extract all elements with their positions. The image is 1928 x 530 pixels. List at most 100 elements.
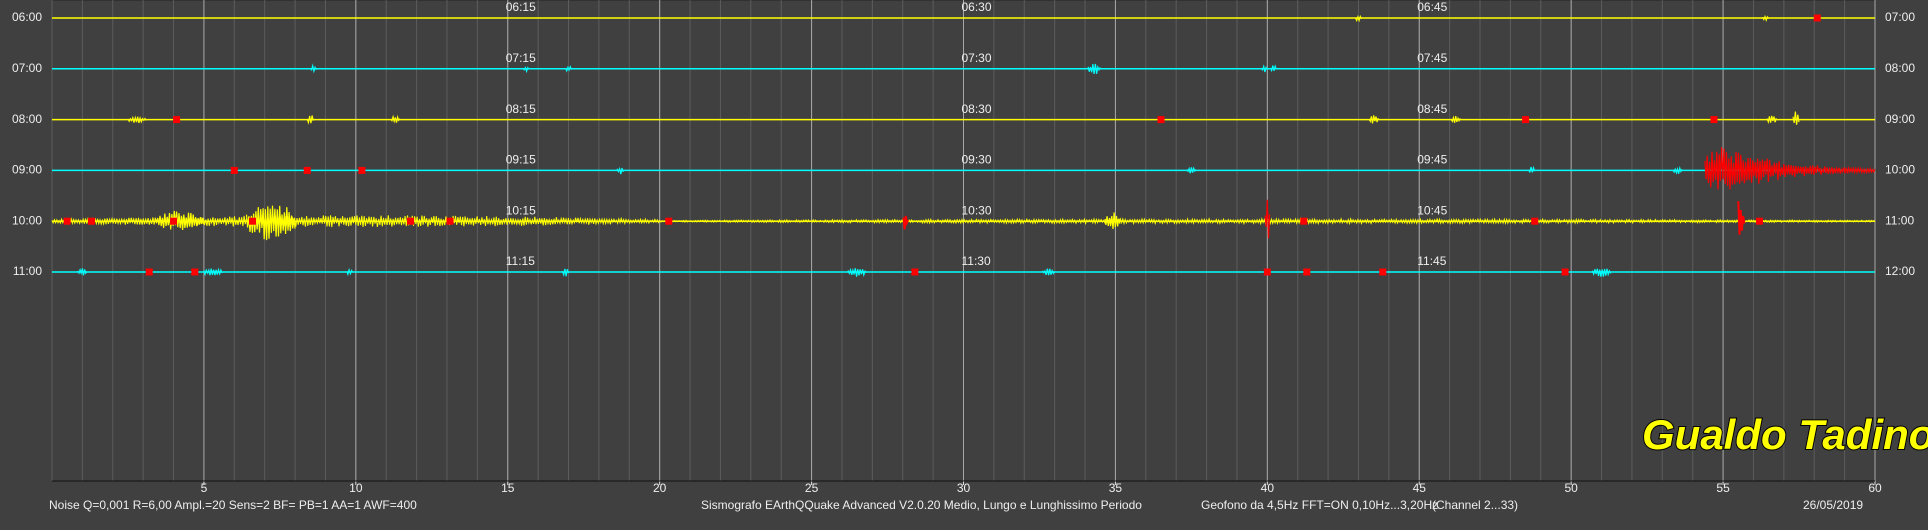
footer-text: Sismografo EArthQQuake Advanced V2.0.20 …: [701, 498, 1142, 512]
row-start-label: 07:00: [12, 61, 42, 75]
seismic-burst: [1269, 64, 1277, 73]
time-label: 09:45: [1417, 153, 1447, 167]
seismic-burst: [1041, 268, 1056, 276]
time-label: 09:15: [506, 153, 536, 167]
event-marker: [1263, 268, 1271, 276]
seismic-burst: [847, 267, 867, 278]
seismic-burst: [245, 205, 296, 241]
seismic-burst: [203, 267, 223, 277]
x-tick-label: 25: [805, 481, 819, 495]
time-label: 06:30: [962, 0, 992, 14]
seismic-burst: [77, 267, 88, 276]
event-marker: [358, 166, 366, 174]
event-marker: [1561, 268, 1569, 276]
x-tick-label: 60: [1868, 481, 1882, 495]
event-marker: [303, 166, 311, 174]
event-marker: [407, 217, 415, 225]
seismic-burst: [1766, 115, 1777, 125]
row-end-label: 10:00: [1885, 163, 1915, 177]
event-marker: [1379, 268, 1387, 276]
event-marker: [1522, 116, 1530, 124]
time-label: 06:45: [1417, 0, 1447, 14]
seismic-burst: [1792, 111, 1800, 125]
time-label: 10:15: [506, 203, 536, 217]
seismic-burst: [1368, 115, 1379, 124]
seismic-burst: [1704, 147, 1876, 190]
event-marker: [1303, 268, 1311, 276]
x-tick-label: 45: [1413, 481, 1427, 495]
seismic-burst: [616, 166, 624, 175]
row-end-label: 08:00: [1885, 61, 1915, 75]
event-marker: [1300, 217, 1308, 225]
seismic-burst: [902, 215, 910, 230]
row-start-label: 09:00: [12, 163, 42, 177]
seismic-burst: [154, 210, 205, 230]
seismic-burst: [1672, 165, 1683, 175]
event-marker: [87, 217, 95, 225]
x-tick-label: 20: [653, 481, 667, 495]
seismic-burst: [1737, 201, 1746, 235]
x-tick-label: 5: [201, 481, 208, 495]
event-marker: [1756, 217, 1764, 225]
row-end-label: 07:00: [1885, 10, 1915, 24]
time-label: 08:30: [962, 102, 992, 116]
footer-text: Geofono da 4,5Hz FFT=ON 0,10Hz...3,20Hz: [1201, 498, 1438, 512]
trace-noise: [659, 217, 1876, 226]
seismic-burst: [127, 115, 147, 124]
time-label: 10:30: [962, 203, 992, 217]
row-start-label: 10:00: [12, 213, 42, 227]
x-tick-label: 15: [501, 481, 515, 495]
seismic-burst: [1591, 268, 1612, 277]
row-start-label: 08:00: [12, 112, 42, 126]
time-label: 07:15: [506, 51, 536, 65]
footer-text: 26/05/2019: [1803, 498, 1863, 512]
event-marker: [1813, 14, 1821, 22]
station-name: Gualdo Tadino: [1642, 411, 1928, 458]
seismic-burst: [1186, 166, 1197, 174]
event-marker: [665, 217, 673, 225]
time-label: 09:30: [962, 153, 992, 167]
seismic-burst: [522, 66, 530, 74]
time-label: 11:30: [962, 254, 991, 268]
seismic-burst: [346, 267, 354, 277]
time-label: 06:15: [506, 0, 536, 14]
row-end-label: 09:00: [1885, 112, 1915, 126]
seismic-burst: [1104, 212, 1121, 230]
seismic-burst: [1450, 115, 1461, 123]
seismic-burst: [1264, 199, 1271, 239]
row-start-label: 06:00: [12, 10, 42, 24]
footer-text: Noise Q=0,001 R=6,00 Ampl.=20 Sens=2 BF=…: [49, 498, 417, 512]
x-tick-label: 40: [1261, 481, 1275, 495]
seismic-burst: [306, 115, 314, 125]
seismic-burst: [1354, 14, 1363, 23]
event-marker: [170, 217, 178, 225]
time-label: 07:30: [962, 51, 992, 65]
x-tick-label: 50: [1564, 481, 1578, 495]
x-tick-label: 55: [1716, 481, 1730, 495]
x-tick-label: 10: [349, 481, 363, 495]
event-marker: [1531, 217, 1539, 225]
x-tick-label: 35: [1109, 481, 1123, 495]
x-tick-label: 30: [957, 481, 971, 495]
event-marker: [191, 268, 199, 276]
seismic-burst: [1762, 14, 1770, 23]
seismic-burst: [1087, 63, 1101, 74]
time-label: 11:45: [1417, 254, 1446, 268]
row-end-label: 11:00: [1885, 213, 1914, 227]
event-marker: [230, 166, 238, 174]
seismic-burst: [564, 65, 573, 73]
seismic-burst: [309, 63, 317, 74]
trace-noise: [51, 215, 661, 228]
time-label: 10:45: [1417, 203, 1447, 217]
event-marker: [173, 116, 181, 124]
time-label: 11:15: [506, 254, 535, 268]
seismic-burst: [390, 114, 401, 124]
seismic-burst: [1528, 165, 1536, 174]
event-marker: [249, 217, 257, 225]
event-marker: [1157, 116, 1165, 124]
event-marker: [145, 268, 153, 276]
row-start-label: 11:00: [13, 264, 42, 278]
time-label: 08:15: [506, 102, 536, 116]
event-marker: [446, 217, 454, 225]
